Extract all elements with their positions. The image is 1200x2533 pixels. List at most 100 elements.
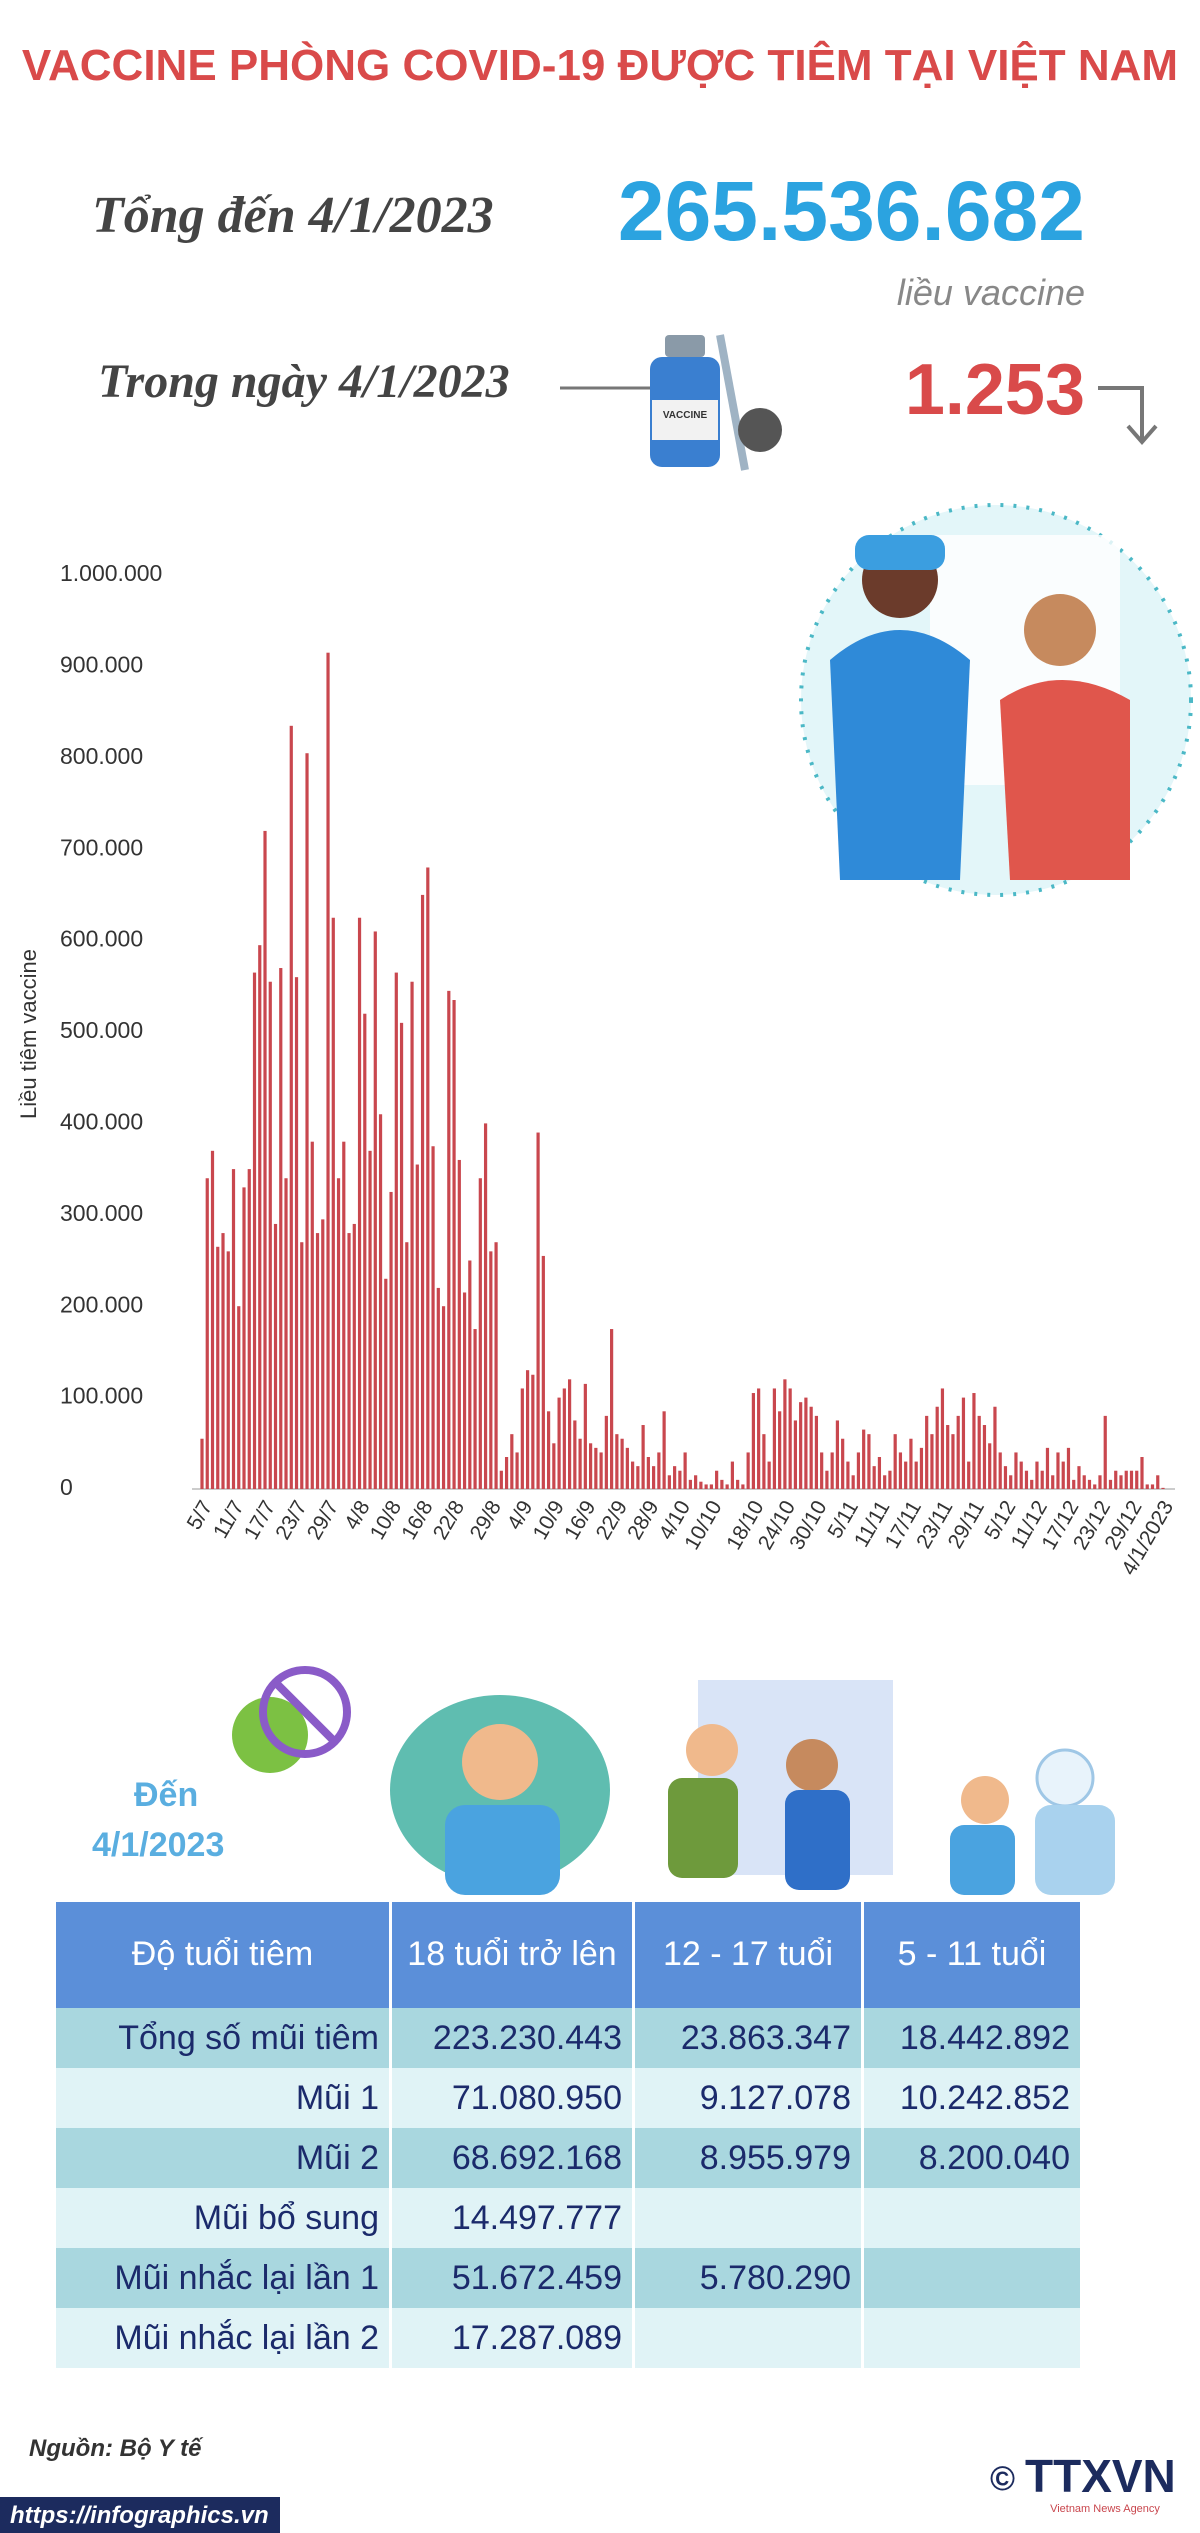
table-row: Mũi 1 71.080.950 9.127.078 10.242.852 <box>56 2068 1080 2128</box>
bar <box>1019 1461 1023 1489</box>
bar <box>384 1278 388 1489</box>
bar <box>856 1452 861 1489</box>
row-label: Mũi 2 <box>56 2128 389 2188</box>
bar <box>1072 1479 1076 1489</box>
cell-value: 71.080.950 <box>392 2068 632 2128</box>
bar <box>457 1159 461 1489</box>
bar <box>662 1411 666 1489</box>
cell-value: 8.200.040 <box>864 2128 1080 2188</box>
bar <box>420 894 425 1489</box>
bar <box>483 1123 488 1489</box>
bar <box>972 1393 976 1489</box>
teen-body <box>668 1778 738 1878</box>
cell-value: 223.230.443 <box>392 2008 632 2068</box>
bar <box>231 1169 236 1489</box>
bar <box>221 1233 225 1489</box>
empty-cell <box>864 2248 1080 2308</box>
adult-body <box>445 1805 560 1895</box>
bar <box>967 1461 971 1489</box>
patient-head <box>1024 594 1096 666</box>
bar <box>441 1306 446 1489</box>
bar <box>1087 1479 1092 1489</box>
bar <box>1051 1475 1055 1489</box>
bar <box>1035 1461 1039 1489</box>
bar <box>883 1475 887 1489</box>
bar <box>489 1251 493 1489</box>
no-sign-bar <box>272 1679 338 1745</box>
syringe-plunger <box>738 408 782 452</box>
bar <box>767 1461 771 1489</box>
table-row: Tổng số mũi tiêm 223.230.443 23.863.347 18.… <box>56 2008 1080 2068</box>
as-of-label: Đến <box>134 1776 198 1814</box>
x-tick-label: 22/8 <box>429 1497 469 1544</box>
header-cell: 18 tuổi trở lên <box>392 1902 632 2008</box>
row-label: Tổng số mũi tiêm <box>56 2008 389 2068</box>
bar <box>1045 1447 1050 1489</box>
bar <box>452 1000 456 1489</box>
bar <box>909 1438 913 1489</box>
bar <box>1108 1479 1113 1489</box>
bar <box>820 1452 824 1489</box>
bar <box>757 1388 761 1489</box>
source: Nguồn: Bộ Y tế <box>29 2435 204 2462</box>
bar <box>431 1146 435 1489</box>
x-tick-label: 23/7 <box>271 1497 311 1544</box>
bar <box>783 1379 787 1489</box>
x-tick-label: 22/9 <box>592 1497 632 1544</box>
y-tick-label: 300.000 <box>60 1200 143 1226</box>
table-body: Tổng số mũi tiêm 223.230.443 23.863.347 18.… <box>56 2008 1080 2368</box>
bar <box>357 917 362 1489</box>
bar <box>1061 1461 1065 1489</box>
nurse-body <box>830 630 970 880</box>
vial-illustration: VACCINE <box>650 334 782 471</box>
bar <box>1156 1475 1160 1489</box>
nurse-illustration <box>799 503 1193 897</box>
bar <box>583 1383 587 1489</box>
bar <box>1161 1487 1165 1489</box>
bar <box>652 1466 656 1489</box>
empty-cell <box>864 2188 1080 2248</box>
bar <box>720 1479 724 1489</box>
bar <box>788 1388 792 1489</box>
doctor-body <box>1035 1805 1115 1895</box>
bar <box>725 1484 729 1489</box>
bar <box>793 1420 798 1489</box>
bar <box>620 1438 624 1489</box>
bar <box>1077 1466 1081 1489</box>
bar <box>935 1406 939 1489</box>
x-tick-label: 17/7 <box>240 1497 280 1544</box>
bar <box>904 1461 908 1489</box>
bar <box>462 1292 467 1489</box>
bar <box>673 1466 677 1489</box>
row-label: Mũi 1 <box>56 2068 389 2128</box>
bar <box>494 1242 498 1489</box>
bar <box>252 972 257 1489</box>
bar <box>1129 1470 1134 1489</box>
no-sign <box>259 1666 351 1758</box>
bar <box>447 990 451 1489</box>
bar <box>368 1150 372 1489</box>
bar <box>594 1447 598 1489</box>
bar <box>300 1242 304 1489</box>
empty-cell <box>864 2308 1080 2368</box>
bar <box>1009 1475 1013 1489</box>
bar <box>1145 1484 1149 1489</box>
syringe <box>716 334 749 471</box>
bar <box>1140 1457 1144 1489</box>
agency: Vietnam News Agency <box>1050 2503 1160 2515</box>
total-unit: liều vaccine <box>897 272 1085 313</box>
bar <box>940 1388 945 1489</box>
bar <box>405 1242 409 1489</box>
x-tick-label: 11/7 <box>209 1497 249 1543</box>
bar <box>1066 1447 1071 1489</box>
bar <box>216 1246 220 1489</box>
total-label: Tổng đến 4/1/2023 <box>92 187 494 244</box>
bar <box>694 1475 698 1489</box>
bar <box>841 1438 845 1489</box>
cell-value: 23.863.347 <box>635 2008 861 2068</box>
y-tick-label: 700.000 <box>60 834 143 860</box>
bar <box>237 1306 241 1489</box>
url: https://infographics.vn <box>10 2502 269 2529</box>
